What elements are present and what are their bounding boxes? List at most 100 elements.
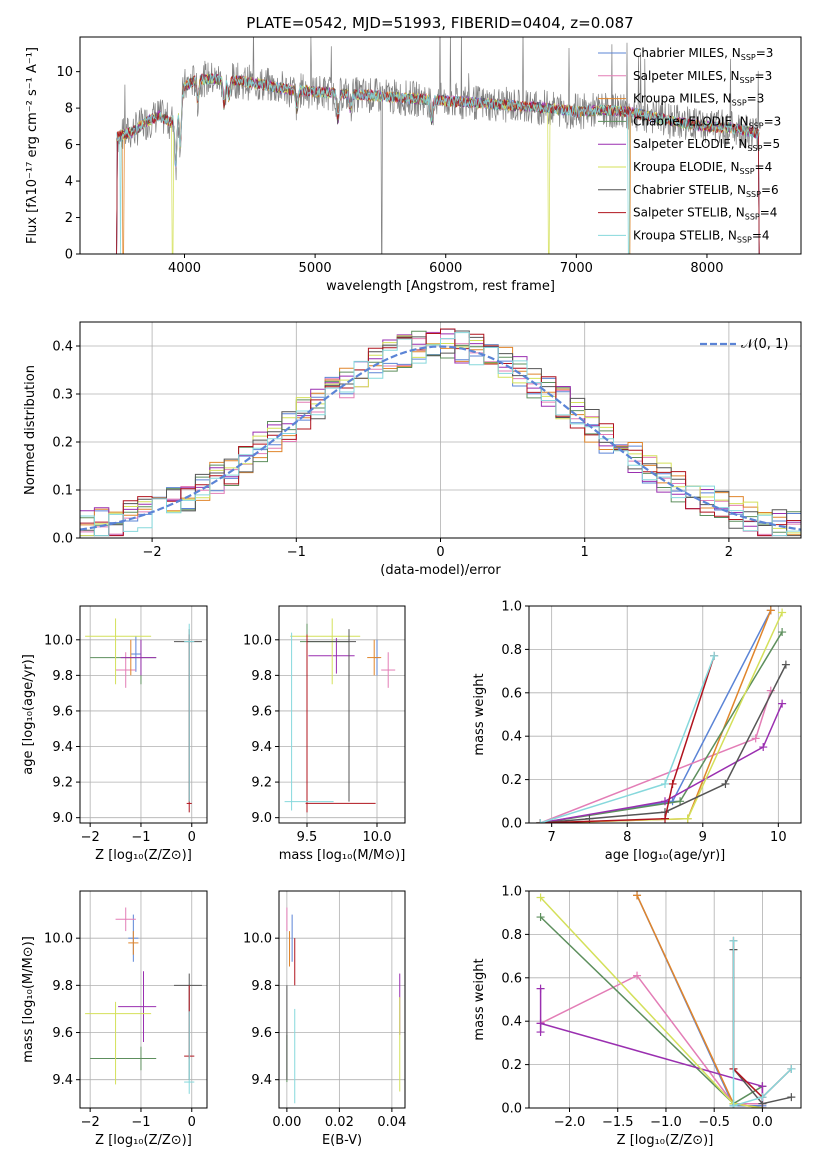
- y-tick-label: 9.4: [52, 1073, 73, 1088]
- legend-count: =3: [747, 92, 765, 106]
- x-tick-label: 0: [188, 1115, 196, 1130]
- mass-vs-ebv-panel: 0.00 0.02 0.04 9.4 9.6 9.8 10.0 E(B-V): [243, 890, 406, 1148]
- histogram-plot-area: [80, 328, 801, 537]
- x-tick-label: 0: [188, 830, 196, 845]
- data-point-marker: [787, 1093, 796, 1102]
- legend-label: Chabrier MILES, NSSP=3: [633, 46, 773, 62]
- y-tick-label: 0.6: [501, 971, 522, 986]
- y-tick-label: 0.0: [501, 817, 522, 832]
- legend-label: Chabrier ELODIE, NSSP=3: [633, 114, 781, 130]
- x-tick-label: 1: [581, 545, 589, 560]
- data-point-marker: [781, 660, 790, 669]
- x-axis-label: age [log₁₀(age/yr)]: [605, 848, 726, 863]
- legend-subscript: SSP: [747, 144, 762, 153]
- model-spectrum-salpeter-stelib: [116, 72, 760, 254]
- normal-distribution-curve: [80, 345, 801, 531]
- legend-subscript: SSP: [740, 167, 755, 176]
- spectrum-panel: 4000 5000 6000 7000 8000 0 2 4 6 8 10 wavelength [A…: [25, 36, 802, 294]
- series-line-chabrier-miles: [540, 609, 772, 823]
- legend-subscript: SSP: [746, 190, 761, 199]
- x-tick-label: −1.5: [602, 1115, 634, 1130]
- x-axis-label: mass [log₁₀(M/M⊙)]: [279, 848, 406, 863]
- y-axis-label: Normed distribution: [23, 365, 38, 495]
- x-tick-label: 7: [548, 830, 556, 845]
- x-tick-label: 8: [623, 830, 631, 845]
- x-axis-label: Z [log₁₀(Z/Z⊙)]: [95, 1133, 192, 1148]
- x-tick-label: 6000: [429, 261, 462, 276]
- x-axis-label: E(B-V): [322, 1133, 362, 1148]
- data-point-marker: [758, 1093, 767, 1102]
- legend-label: Salpeter MILES, NSSP=3: [633, 69, 772, 85]
- legend-subscript: SSP: [737, 235, 752, 244]
- legend-label: Chabrier STELIB, NSSP=6: [633, 183, 779, 199]
- y-tick-label: 9.6: [52, 1026, 73, 1041]
- y-tick-label: 9.6: [251, 1026, 272, 1041]
- figure-title: PLATE=0542, MJD=51993, FIBERID=0404, z=0…: [246, 14, 633, 32]
- mass_vs_Z-plot-area: [85, 907, 202, 1094]
- x-tick-label: 4000: [168, 261, 201, 276]
- y-tick-label: 4: [65, 175, 73, 190]
- series-line-kroupa-stelib: [732, 940, 792, 1107]
- y-tick-label: 0: [65, 248, 73, 263]
- data-point-marker: [778, 699, 787, 708]
- legend-count: =4: [752, 228, 770, 242]
- y-tick-label: 0.2: [501, 773, 522, 788]
- y-tick-label: 9.8: [52, 979, 73, 994]
- y-axis-label: age [log₁₀(age/yr)]: [21, 654, 36, 775]
- x-tick-label: 0.0: [752, 1115, 773, 1130]
- y-tick-label: 10.0: [44, 633, 73, 648]
- y-tick-label: 0.8: [501, 928, 522, 943]
- y-tick-label: 0.3: [52, 388, 73, 403]
- series-line-chabrier-stelib: [540, 664, 787, 823]
- data-point-marker: [766, 606, 775, 615]
- massweight_vs_Z-plot-area: [536, 891, 796, 1108]
- legend-count: =3: [755, 69, 773, 83]
- axes-frame: [79, 36, 802, 255]
- data-point-marker: [536, 1028, 545, 1037]
- y-tick-label: 10.0: [44, 932, 73, 947]
- y-tick-label: 9.8: [251, 979, 272, 994]
- legend-label: 𝒩(0, 1): [741, 337, 788, 352]
- y-tick-label: 9.2: [251, 776, 272, 791]
- x-tick-label: 2: [725, 545, 733, 560]
- legend-subscript: SSP: [741, 53, 756, 62]
- data-point-marker: [661, 779, 669, 788]
- legend-count: =6: [761, 183, 779, 197]
- y-tick-label: 0.4: [501, 1015, 522, 1030]
- age_vs_Z-plot-area: [85, 618, 202, 813]
- series-line-kroupa-miles: [540, 610, 772, 823]
- x-tick-label: −2: [81, 1115, 100, 1130]
- data-point-marker: [710, 651, 719, 660]
- histogram-salpeter-stelib: [80, 328, 801, 537]
- data-point-marker: [751, 734, 760, 743]
- legend-subscript: SSP: [732, 99, 747, 108]
- mass-vs-metallicity-panel: −2 −1 0 9.4 9.6 9.8 10.0 Z [log₁₀(Z/Z⊙)] mass [l…: [21, 890, 208, 1148]
- y-tick-label: 9.4: [251, 740, 272, 755]
- y-tick-label: 9.8: [52, 669, 73, 684]
- y-tick-label: 9.8: [251, 669, 272, 684]
- histogram-kroupa-stelib: [80, 332, 801, 537]
- x-tick-label: −1: [131, 830, 150, 845]
- y-tick-label: 8: [65, 102, 73, 117]
- x-tick-label: 0.02: [325, 1115, 354, 1130]
- y-tick-label: 0.2: [501, 1058, 522, 1073]
- legend-count: =3: [756, 46, 774, 60]
- y-tick-label: 0.8: [501, 643, 522, 658]
- axes-frame: [278, 605, 406, 824]
- y-axis-label: Flux [fλ10⁻¹⁷ erg cm⁻² s⁻¹ A⁻¹]: [25, 47, 40, 244]
- mass-weight-vs-age-panel: 7 8 9 10 0.0 0.2 0.4 0.6 0.8 1.0 age [log₁₀(age/yr…: [472, 600, 802, 863]
- x-tick-label: −1: [287, 545, 306, 560]
- massweight_vs_age-plot-area: [536, 606, 790, 823]
- x-tick-label: −1.0: [650, 1115, 682, 1130]
- x-tick-label: 0: [436, 545, 444, 560]
- y-tick-label: 0.4: [501, 730, 522, 745]
- spectrum-plot-area: [116, 37, 760, 254]
- x-tick-label: 0.00: [272, 1115, 301, 1130]
- data-point-marker: [633, 971, 642, 980]
- x-tick-label: 10.0: [363, 830, 392, 845]
- data-point-marker: [778, 608, 787, 617]
- y-tick-label: 0.2: [52, 436, 73, 451]
- data-point-marker: [787, 1064, 796, 1073]
- age-vs-mass-panel: 9.5 10.0 9.0 9.2 9.4 9.6 9.8 10.0 mass [log₁₀(M/…: [243, 605, 406, 863]
- y-tick-label: 9.0: [251, 811, 272, 826]
